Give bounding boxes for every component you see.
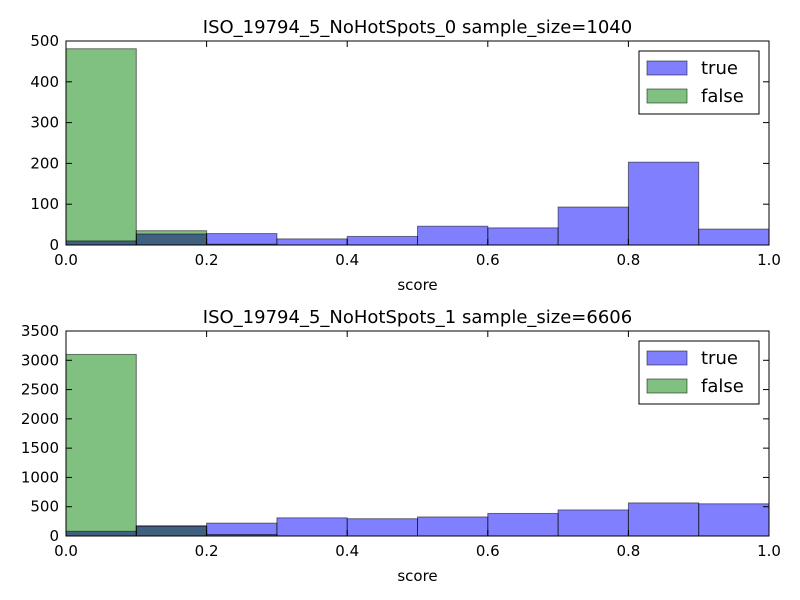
x-tick-label: 0.4	[335, 251, 359, 269]
legend-label-true: true	[701, 348, 738, 369]
bar-true	[276, 517, 348, 537]
bar-true	[627, 161, 700, 246]
bar-true	[276, 238, 348, 246]
x-tick-label: 0.6	[476, 542, 500, 560]
legend-swatch-false	[646, 88, 688, 104]
chart-0: 0.0 0.2 0.4 0.6 0.8 1.0 0 100 200 300 400 500 ISO_19…	[30, 17, 781, 294]
x-tick-label: 1.0	[757, 251, 781, 269]
legend-swatch-true	[646, 350, 688, 366]
y-tick-label: 2000	[21, 410, 59, 428]
x-tick-label: 0.6	[476, 251, 500, 269]
x-tick-label: 1.0	[757, 542, 781, 560]
x-tick-label: 0.4	[335, 542, 359, 560]
chart-title: ISO_19794_5_NoHotSpots_1 sample_size=660…	[203, 307, 632, 328]
y-tick-label: 0	[49, 236, 59, 254]
y-tick-label: 500	[30, 32, 59, 50]
y-tick-label: 200	[30, 154, 59, 172]
bar-true	[417, 516, 489, 537]
y-tick-label: 3500	[21, 322, 59, 340]
bar-false	[65, 48, 137, 246]
y-tick-label: 400	[30, 73, 59, 91]
x-tick-label: 0.8	[616, 542, 640, 560]
bar-true	[487, 227, 559, 246]
axes-frame	[65, 40, 770, 246]
legend: true false	[638, 50, 760, 115]
bar-true	[346, 518, 419, 537]
chart-title: ISO_19794_5_NoHotSpots_0 sample_size=104…	[203, 17, 632, 38]
bar-true	[698, 228, 770, 246]
axes-frame	[65, 330, 770, 537]
bar-true	[557, 509, 629, 537]
series-false	[65, 48, 278, 246]
y-tick-label: 300	[30, 114, 59, 132]
legend-label-false: false	[701, 86, 744, 107]
y-tick-label: 1000	[21, 468, 59, 486]
x-tick-label: 0.2	[195, 542, 219, 560]
legend-label-false: false	[701, 376, 744, 397]
y-tick-label: 0	[49, 527, 59, 545]
x-tick-label: 0.8	[616, 251, 640, 269]
y-tick-label: 1500	[21, 439, 59, 457]
legend-swatch-false	[646, 378, 688, 394]
bar-true	[417, 225, 489, 246]
bar-false	[135, 525, 208, 537]
y-tick-label: 2500	[21, 381, 59, 399]
bar-true	[557, 206, 629, 246]
bar-true	[206, 233, 278, 246]
legend: true false	[638, 340, 760, 405]
chart-1: 0.0 0.2 0.4 0.6 0.8 1.0 0 500 1000 1500 2000 2500 30…	[21, 307, 781, 585]
x-axis-label: score	[397, 276, 437, 294]
bar-true	[346, 235, 419, 246]
bar-true	[698, 503, 770, 537]
bar-false	[135, 230, 208, 246]
y-tick-label: 100	[30, 195, 59, 213]
y-tick-label: 500	[30, 498, 59, 516]
y-tick-label: 3000	[21, 351, 59, 369]
series-false	[65, 353, 278, 537]
bar-true	[487, 512, 559, 537]
series-true	[65, 161, 770, 246]
bar-false	[65, 353, 137, 537]
x-tick-label: 0.0	[54, 251, 78, 269]
bar-true	[627, 502, 700, 537]
legend-label-true: true	[701, 58, 738, 79]
x-tick-label: 0.0	[54, 542, 78, 560]
x-axis-label: score	[397, 567, 437, 585]
x-tick-label: 0.2	[195, 251, 219, 269]
legend-swatch-true	[646, 60, 688, 76]
